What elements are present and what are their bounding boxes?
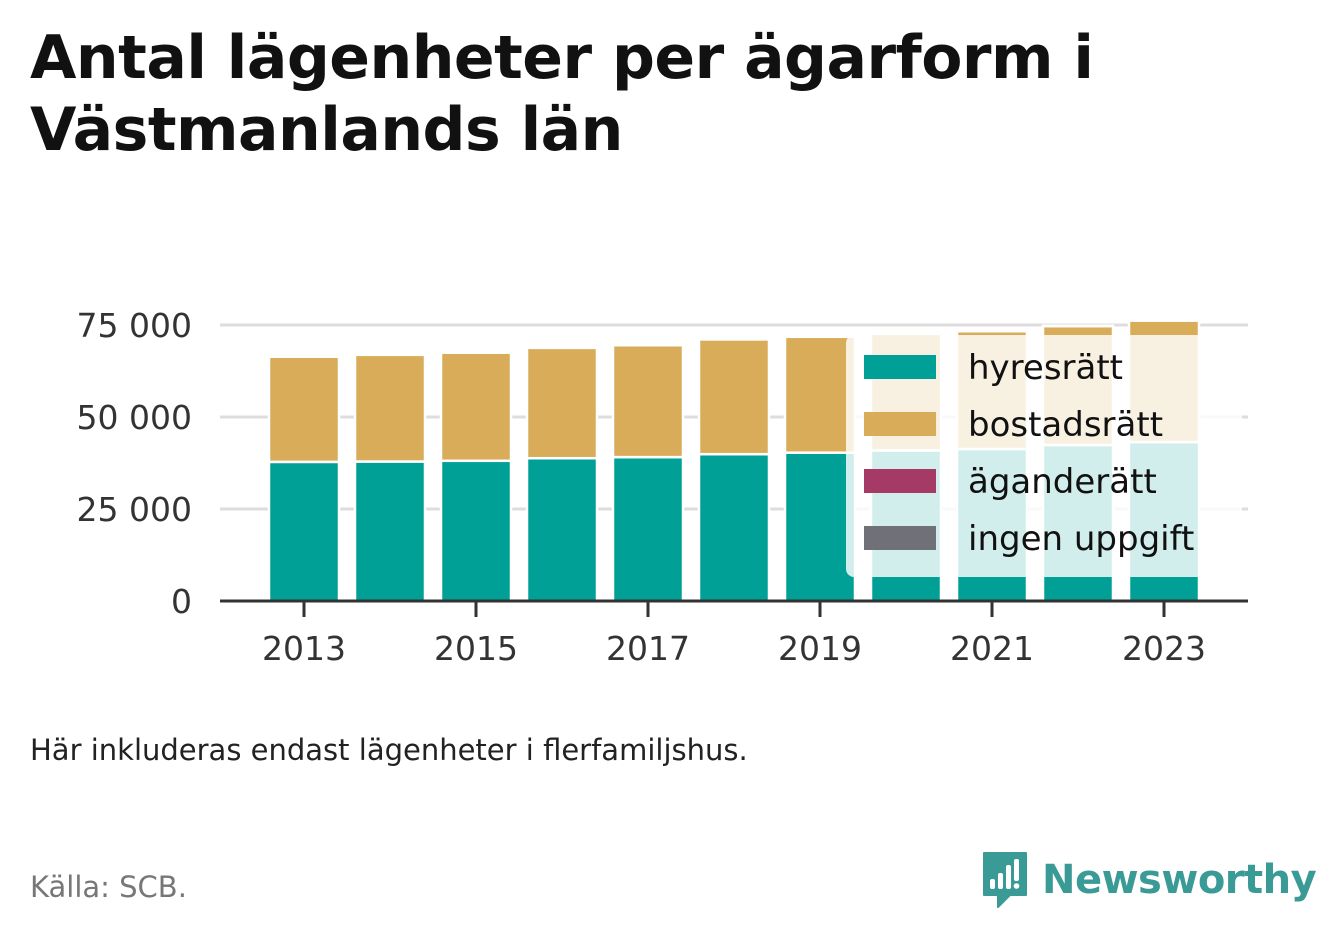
chart-title: Antal lägenheter per ägarform i Västmanl…: [30, 23, 1094, 165]
stacked-bar-chart: 0 25 000 50 000 75 000 2013 2015 2017 2019 2021…: [77, 306, 1248, 668]
bar-segment: [353, 460, 427, 603]
x-tick-label: 2019: [778, 629, 862, 668]
source-label: Källa: SCB.: [30, 870, 187, 904]
x-tick-label: 2021: [950, 629, 1034, 668]
legend-label: äganderätt: [968, 462, 1157, 502]
x-tick-label: 2017: [606, 629, 690, 668]
bar-segment: [783, 335, 857, 454]
legend-swatch: [864, 469, 936, 493]
x-axis-tick-labels: 2013 2015 2017 2019 2021 2023: [262, 629, 1206, 668]
legend-swatch: [864, 526, 936, 550]
legend: hyresrätt bostadsrätt äganderätt ingen uppg…: [846, 335, 1242, 577]
legend-label: ingen uppgift: [968, 519, 1194, 559]
legend-label: bostadsrätt: [968, 405, 1163, 445]
bar-segment: [525, 456, 599, 603]
bar-segment: [783, 451, 857, 603]
bar-segment: [611, 455, 685, 603]
bar-segment: [697, 338, 771, 456]
legend-swatch: [864, 355, 936, 379]
footnote: Här inkluderas endast lägenheter i flerf…: [30, 733, 748, 767]
y-tick-label: 25 000: [77, 490, 192, 529]
bar-segment: [697, 452, 771, 603]
y-tick-label: 75 000: [77, 306, 192, 345]
brand-logo[interactable]: Newsworthy: [980, 848, 1317, 912]
bar-segment: [353, 353, 427, 463]
bar-segment: [525, 346, 599, 460]
bar-segment: [267, 355, 341, 464]
legend-label: hyresrätt: [968, 348, 1123, 388]
legend-swatch: [864, 412, 936, 436]
x-tick-label: 2013: [262, 629, 346, 668]
brand-name: Newsworthy: [1042, 857, 1317, 903]
y-axis-tick-labels: 0 25 000 50 000 75 000: [77, 306, 192, 621]
bar-segment: [439, 459, 513, 603]
newsworthy-logo-icon: [983, 852, 1027, 908]
bar-segment: [267, 460, 341, 603]
x-axis: [220, 599, 1248, 617]
x-tick-label: 2015: [434, 629, 518, 668]
legend-background: [846, 335, 1242, 577]
y-tick-label: 0: [171, 582, 192, 621]
bar-segment: [439, 351, 513, 463]
x-tick-label: 2023: [1122, 629, 1206, 668]
y-tick-label: 50 000: [77, 398, 192, 437]
bar-segment: [611, 343, 685, 459]
